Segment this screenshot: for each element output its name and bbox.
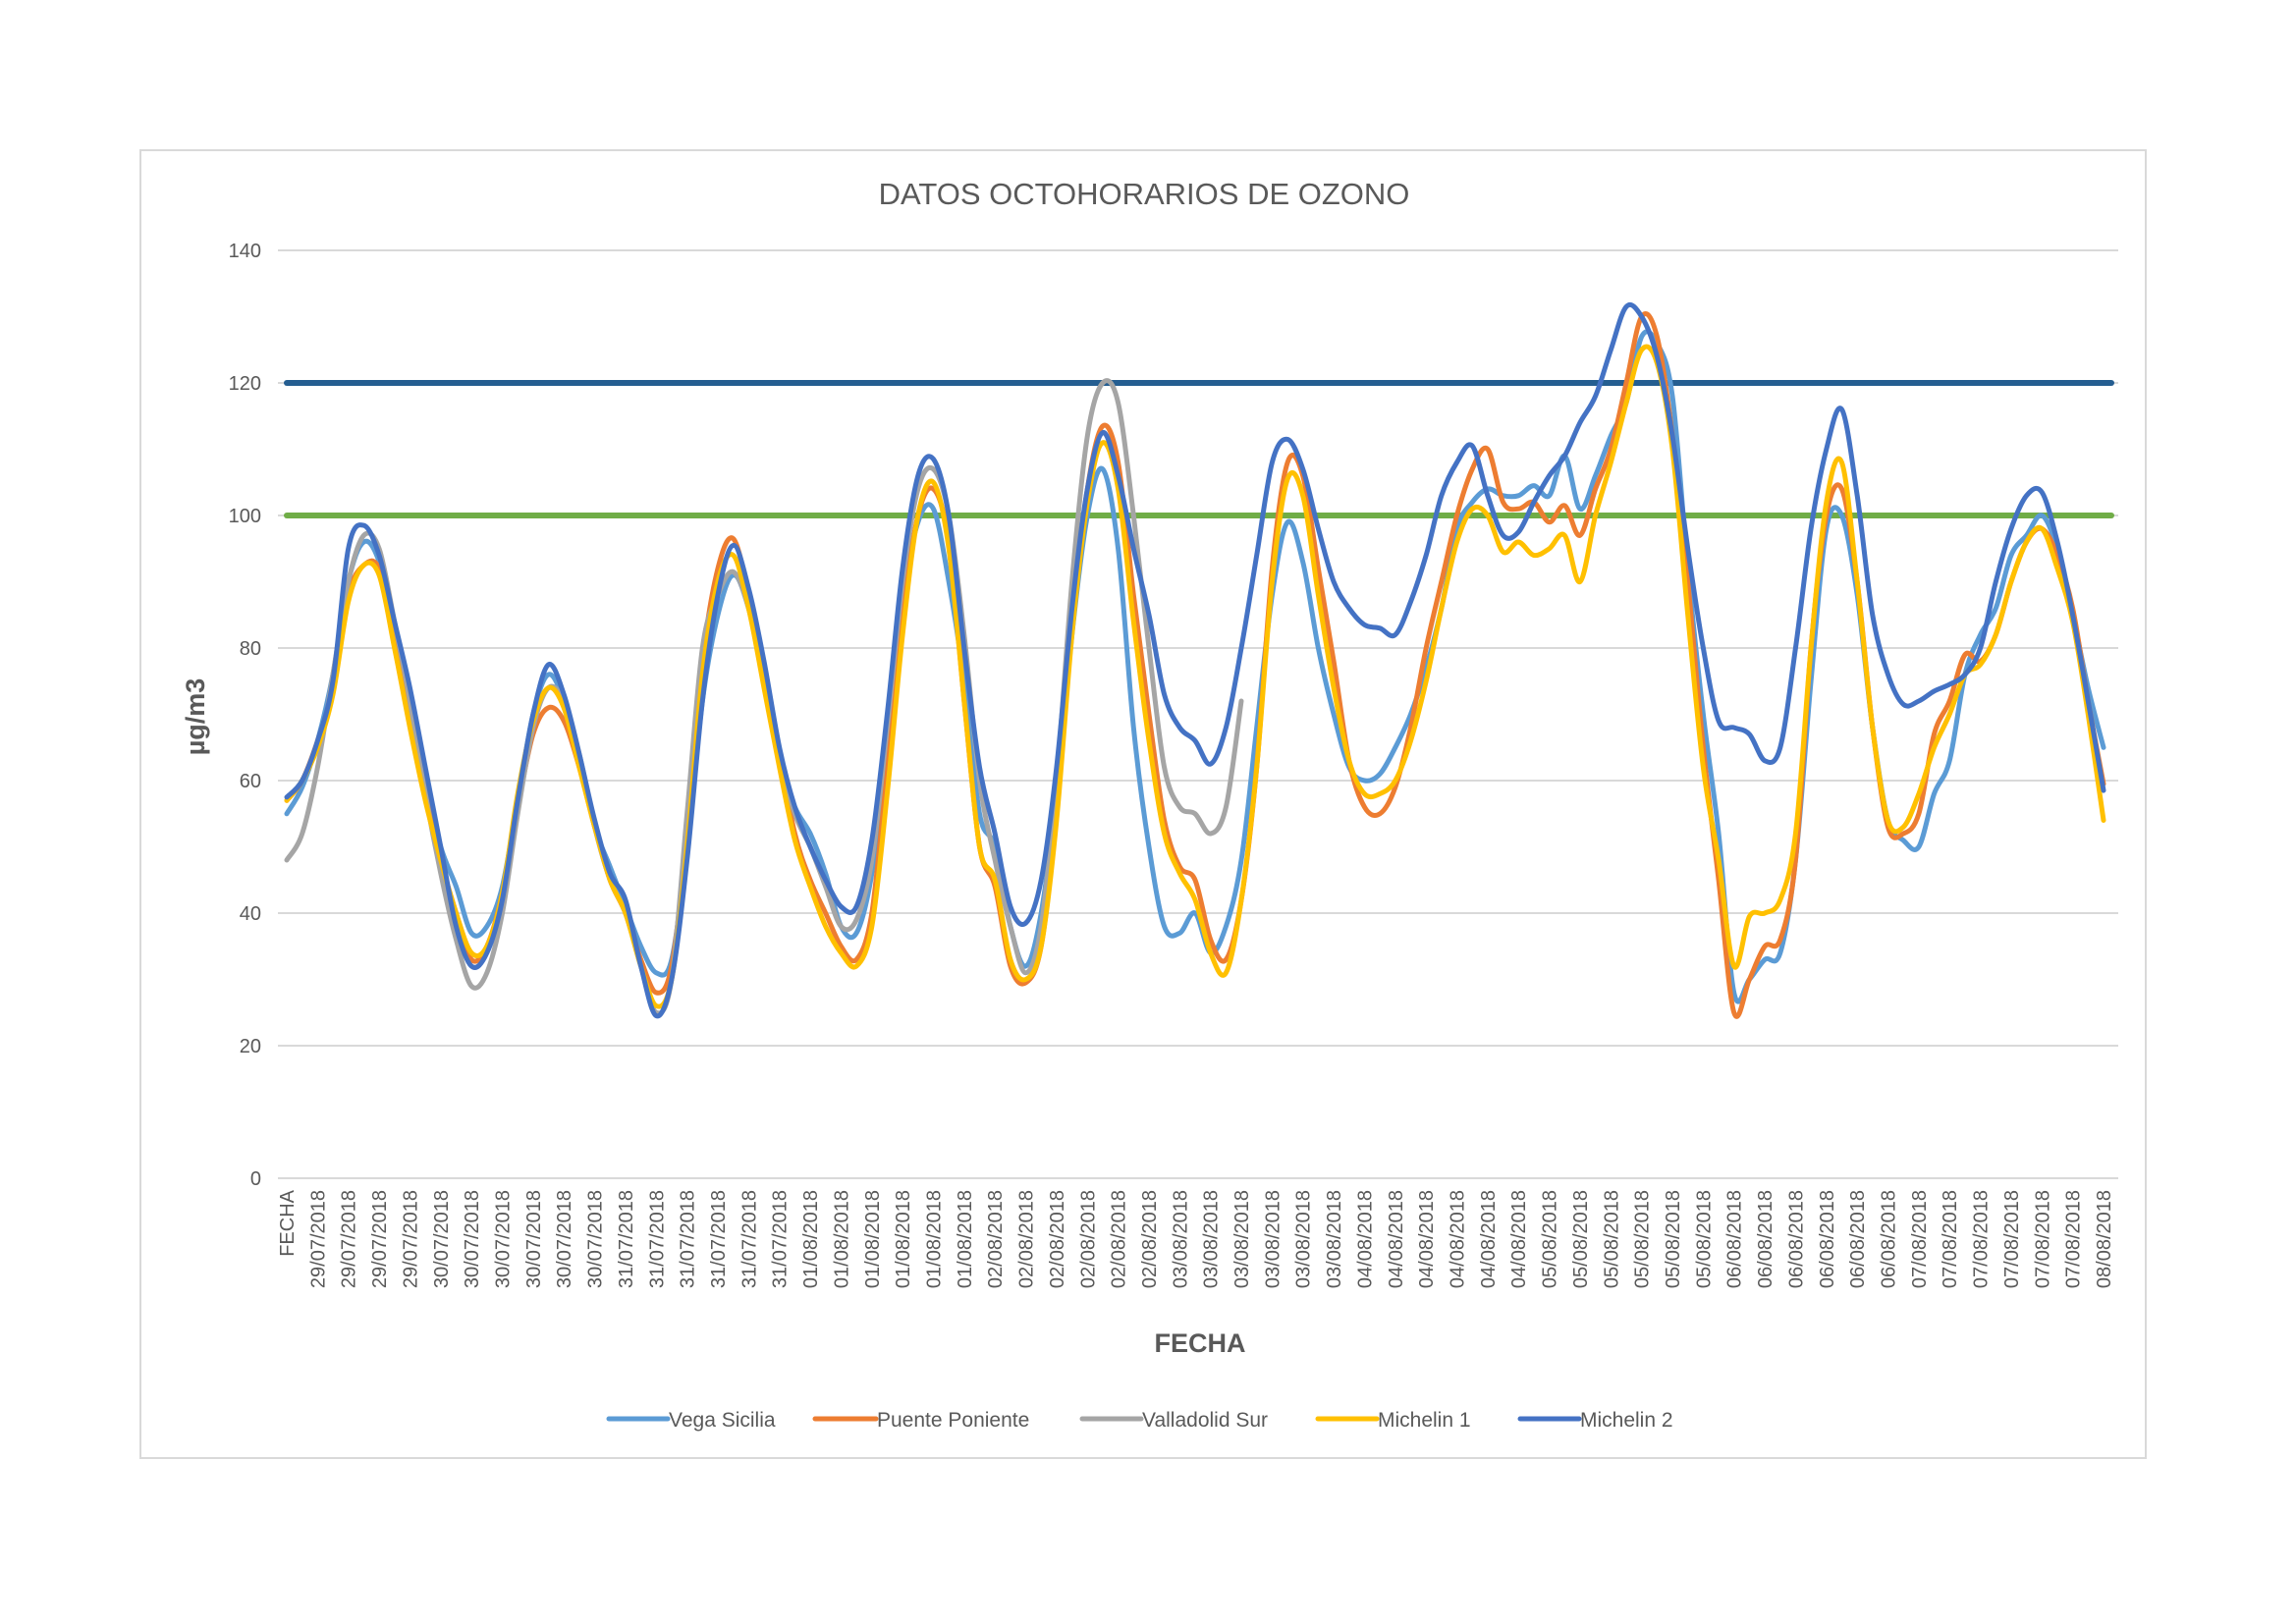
x-tick-label: 04/08/2018	[1354, 1190, 1376, 1288]
x-tick-label: 05/08/2018	[1601, 1190, 1622, 1288]
x-tick-label: 04/08/2018	[1478, 1190, 1500, 1288]
x-tick-label: 07/08/2018	[2001, 1190, 2023, 1288]
x-tick-label: 05/08/2018	[1570, 1190, 1592, 1288]
x-tick-label: 03/08/2018	[1201, 1190, 1223, 1288]
x-tick-label: 01/08/2018	[893, 1190, 914, 1288]
x-tick-label: 01/08/2018	[831, 1190, 852, 1288]
x-tick-label: 02/08/2018	[1139, 1190, 1161, 1288]
legend-item-puente-poniente[interactable]: Puente Poniente	[812, 1409, 1029, 1432]
x-tick-label: 01/08/2018	[800, 1190, 822, 1288]
x-tick-label: 04/08/2018	[1416, 1190, 1438, 1288]
y-axis-tick-labels: 0 20 40 60 80 100 120 140	[229, 241, 261, 1190]
x-tick-label: 02/08/2018	[1077, 1190, 1099, 1288]
legend-label: Puente Poniente	[877, 1409, 1029, 1432]
gridlines	[278, 249, 2118, 1179]
x-tick-label: 07/08/2018	[2032, 1190, 2053, 1288]
x-tick-label: 30/07/2018	[585, 1190, 607, 1288]
legend-item-vega-sicilia[interactable]: Vega Sicilia	[606, 1409, 776, 1432]
series-line-michelin-1	[284, 344, 2106, 1009]
x-axis-tick-labels: FECHA 29/07/2018 29/07/2018 29/07/2018 29/07…	[277, 1189, 2115, 1288]
x-tick-label: 02/08/2018	[1016, 1190, 1038, 1288]
x-tick-label: 03/08/2018	[1231, 1190, 1253, 1288]
series-lines	[284, 301, 2106, 1019]
x-tick-label: 03/08/2018	[1293, 1190, 1315, 1288]
x-tick-label: 06/08/2018	[1724, 1190, 1746, 1288]
x-tick-label: 29/07/2018	[307, 1190, 329, 1288]
y-tick-label: 0	[250, 1168, 261, 1190]
x-tick-label: 02/08/2018	[985, 1190, 1007, 1288]
legend-label: Vega Sicilia	[669, 1409, 776, 1432]
x-tick-label: 07/08/2018	[1971, 1190, 1993, 1288]
legend-item-valladolid-sur[interactable]: Valladolid Sur	[1079, 1409, 1268, 1432]
x-tick-label: 01/08/2018	[923, 1190, 945, 1288]
x-tick-label: 31/07/2018	[770, 1190, 792, 1288]
x-tick-label: 31/07/2018	[616, 1190, 637, 1288]
x-tick-label: 06/08/2018	[1755, 1190, 1777, 1288]
x-tick-label: 31/07/2018	[646, 1190, 668, 1288]
y-tick-label: 120	[229, 373, 261, 395]
y-tick-label: 140	[229, 241, 261, 262]
x-tick-label: 31/07/2018	[708, 1190, 730, 1288]
legend-label: Michelin 2	[1580, 1409, 1673, 1432]
x-tick-label: 29/07/2018	[339, 1190, 360, 1288]
y-axis-title: µg/m3	[181, 678, 210, 756]
x-tick-label: 08/08/2018	[2094, 1190, 2115, 1288]
x-tick-label: 06/08/2018	[1785, 1190, 1807, 1288]
legend-item-michelin-2[interactable]: Michelin 2	[1517, 1409, 1673, 1432]
x-tick-label: 31/07/2018	[678, 1190, 699, 1288]
y-tick-label: 100	[229, 506, 261, 527]
x-tick-label: 05/08/2018	[1540, 1190, 1561, 1288]
x-tick-label: 04/08/2018	[1448, 1190, 1469, 1288]
x-tick-label: 30/07/2018	[431, 1190, 453, 1288]
x-tick-label: 29/07/2018	[400, 1190, 421, 1288]
x-tick-label: 05/08/2018	[1693, 1190, 1715, 1288]
reference-lines	[284, 380, 2114, 518]
x-tick-label: 02/08/2018	[1047, 1190, 1068, 1288]
x-tick-label: 31/07/2018	[738, 1190, 760, 1288]
x-tick-label: FECHA	[277, 1189, 299, 1256]
x-tick-label: 04/08/2018	[1386, 1190, 1407, 1288]
legend-label: Valladolid Sur	[1142, 1409, 1268, 1432]
x-tick-label: 03/08/2018	[1170, 1190, 1191, 1288]
y-tick-label: 20	[240, 1036, 261, 1057]
x-tick-label: 07/08/2018	[1909, 1190, 1931, 1288]
x-tick-label: 29/07/2018	[369, 1190, 391, 1288]
series-line-michelin-2	[284, 301, 2106, 1019]
y-tick-label: 40	[240, 903, 261, 925]
x-tick-label: 05/08/2018	[1632, 1190, 1654, 1288]
x-tick-label: 05/08/2018	[1663, 1190, 1684, 1288]
legend-item-michelin-1[interactable]: Michelin 1	[1315, 1409, 1471, 1432]
x-tick-label: 30/07/2018	[523, 1190, 545, 1288]
x-tick-label: 07/08/2018	[1940, 1190, 1961, 1288]
x-tick-label: 07/08/2018	[2063, 1190, 2085, 1288]
x-tick-label: 30/07/2018	[492, 1190, 514, 1288]
legend: Vega Sicilia Puente Poniente Valladolid …	[606, 1409, 1673, 1432]
x-tick-label: 03/08/2018	[1324, 1190, 1345, 1288]
x-tick-label: 06/08/2018	[1817, 1190, 1838, 1288]
x-tick-label: 06/08/2018	[1879, 1190, 1900, 1288]
x-tick-label: 01/08/2018	[862, 1190, 884, 1288]
x-axis-title: FECHA	[1155, 1328, 1246, 1358]
y-tick-label: 80	[240, 638, 261, 660]
x-tick-label: 06/08/2018	[1847, 1190, 1869, 1288]
x-tick-label: 03/08/2018	[1262, 1190, 1284, 1288]
legend-label: Michelin 1	[1378, 1409, 1471, 1432]
x-tick-label: 30/07/2018	[554, 1190, 575, 1288]
x-tick-label: 30/07/2018	[462, 1190, 483, 1288]
x-tick-label: 04/08/2018	[1508, 1190, 1530, 1288]
chart-title: DATOS OCTOHORARIOS DE OZONO	[879, 177, 1410, 211]
x-tick-label: 02/08/2018	[1109, 1190, 1130, 1288]
y-tick-label: 60	[240, 771, 261, 792]
x-tick-label: 01/08/2018	[955, 1190, 976, 1288]
